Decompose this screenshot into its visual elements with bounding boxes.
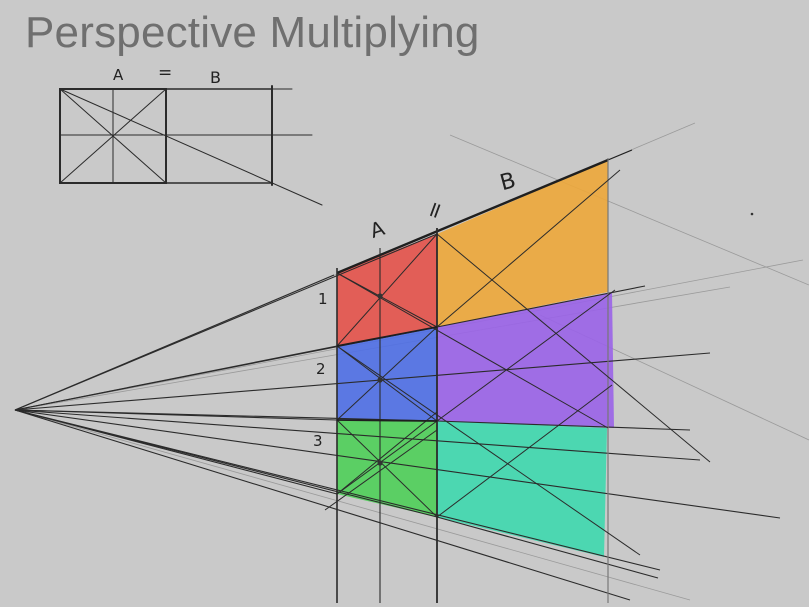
panel-teal bbox=[437, 421, 607, 557]
vertical-lines bbox=[336, 158, 609, 603]
large-label-b: B bbox=[497, 168, 518, 196]
panel-purple bbox=[437, 292, 614, 428]
top-edge-line bbox=[336, 158, 609, 275]
slide-title: Perspective Multiplying bbox=[25, 8, 480, 57]
small-label-equals: = bbox=[158, 63, 172, 83]
diagonal-lines bbox=[324, 169, 711, 556]
row-label-2: 2 bbox=[316, 360, 326, 378]
center-dots bbox=[377, 293, 383, 466]
large-label-a: A bbox=[367, 216, 388, 243]
small-label-a: A bbox=[113, 66, 124, 84]
row-label-3: 3 bbox=[313, 432, 323, 450]
large-label-equals: = bbox=[421, 197, 451, 223]
small-label-b: B bbox=[210, 68, 221, 87]
row-label-1: 1 bbox=[318, 290, 328, 308]
stray-mark bbox=[750, 212, 754, 216]
panel-orange bbox=[437, 160, 608, 327]
small-grid-diagram bbox=[59, 85, 323, 206]
row-lines bbox=[336, 326, 438, 422]
